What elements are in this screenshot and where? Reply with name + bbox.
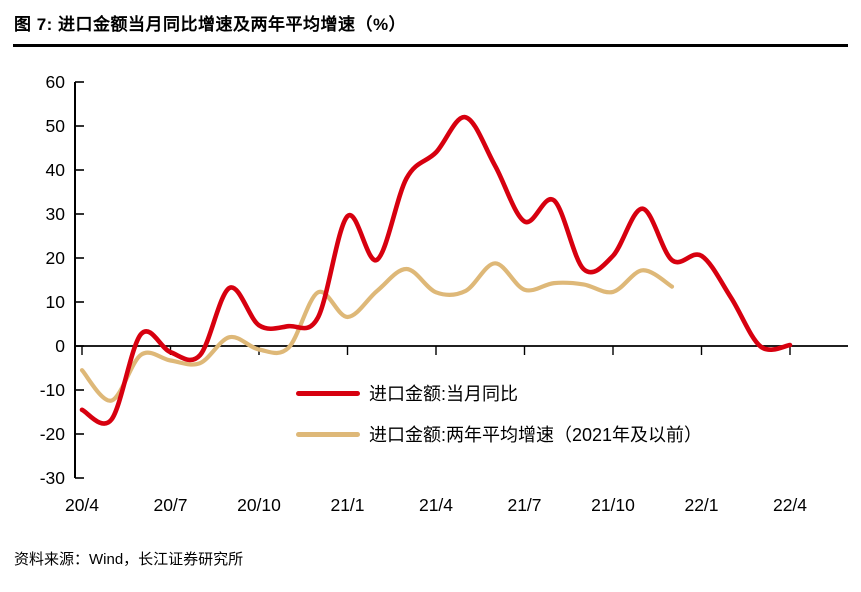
legend-item-two-year-avg: 进口金额:两年平均增速（2021年及以前）: [296, 415, 702, 453]
x-tick-label: 21/7: [507, 495, 541, 515]
x-tick-label: 20/4: [65, 495, 99, 515]
y-tick-label: -20: [40, 424, 66, 444]
legend-line-swatch-red: [296, 390, 360, 396]
y-tick-label: -30: [40, 468, 66, 488]
x-tick-label: 20/7: [153, 495, 187, 515]
y-tick-label: 40: [46, 160, 66, 180]
chart-title: 图 7: 进口金额当月同比增速及两年平均增速（%）: [14, 15, 407, 34]
y-tick-label: 60: [46, 72, 66, 92]
y-tick-label: -10: [40, 380, 66, 400]
chart-legend: 进口金额:当月同比 进口金额:两年平均增速（2021年及以前）: [296, 374, 702, 453]
source-note: 资料来源：Wind，长江证券研究所: [14, 551, 244, 568]
x-tick-label: 22/4: [773, 495, 807, 515]
y-tick-label: 30: [46, 204, 66, 224]
x-tick-label: 21/10: [591, 495, 635, 515]
y-tick-label: 0: [55, 336, 65, 356]
legend-item-monthly-yoy: 进口金额:当月同比: [296, 374, 702, 412]
series-line-two-year-avg: [79, 261, 675, 403]
x-tick-label: 21/1: [330, 495, 364, 515]
y-tick-label: 20: [46, 248, 66, 268]
legend-line-swatch-tan: [296, 431, 360, 437]
series-line-monthly-yoy: [79, 114, 793, 426]
title-divider: [13, 44, 848, 47]
y-tick-label: 10: [46, 292, 66, 312]
legend-label: 进口金额:两年平均增速（2021年及以前）: [369, 425, 703, 445]
x-tick-label: 21/4: [419, 495, 453, 515]
x-tick-label: 20/10: [237, 495, 281, 515]
legend-label: 进口金额:当月同比: [369, 384, 519, 404]
y-tick-label: 50: [46, 116, 66, 136]
x-tick-label: 22/1: [684, 495, 718, 515]
